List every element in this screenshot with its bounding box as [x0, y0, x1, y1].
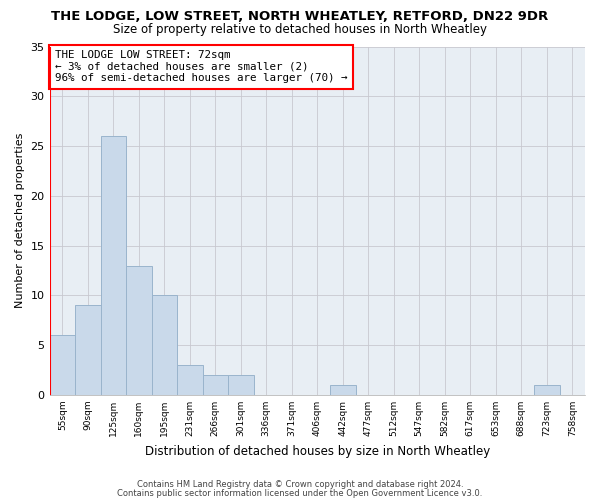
Bar [228, 375, 254, 395]
X-axis label: Distribution of detached houses by size in North Wheatley: Distribution of detached houses by size … [145, 444, 490, 458]
Text: Contains HM Land Registry data © Crown copyright and database right 2024.: Contains HM Land Registry data © Crown c… [137, 480, 463, 489]
Text: THE LODGE, LOW STREET, NORTH WHEATLEY, RETFORD, DN22 9DR: THE LODGE, LOW STREET, NORTH WHEATLEY, R… [52, 10, 548, 23]
Text: THE LODGE LOW STREET: 72sqm
← 3% of detached houses are smaller (2)
96% of semi-: THE LODGE LOW STREET: 72sqm ← 3% of deta… [55, 50, 347, 83]
Text: Size of property relative to detached houses in North Wheatley: Size of property relative to detached ho… [113, 22, 487, 36]
Bar [75, 306, 101, 395]
Bar [203, 375, 228, 395]
Bar [534, 385, 560, 395]
Text: Contains public sector information licensed under the Open Government Licence v3: Contains public sector information licen… [118, 488, 482, 498]
Bar [330, 385, 356, 395]
Y-axis label: Number of detached properties: Number of detached properties [15, 133, 25, 308]
Bar [152, 296, 177, 395]
Bar [126, 266, 152, 395]
Bar [101, 136, 126, 395]
Bar [50, 335, 75, 395]
Bar [177, 365, 203, 395]
